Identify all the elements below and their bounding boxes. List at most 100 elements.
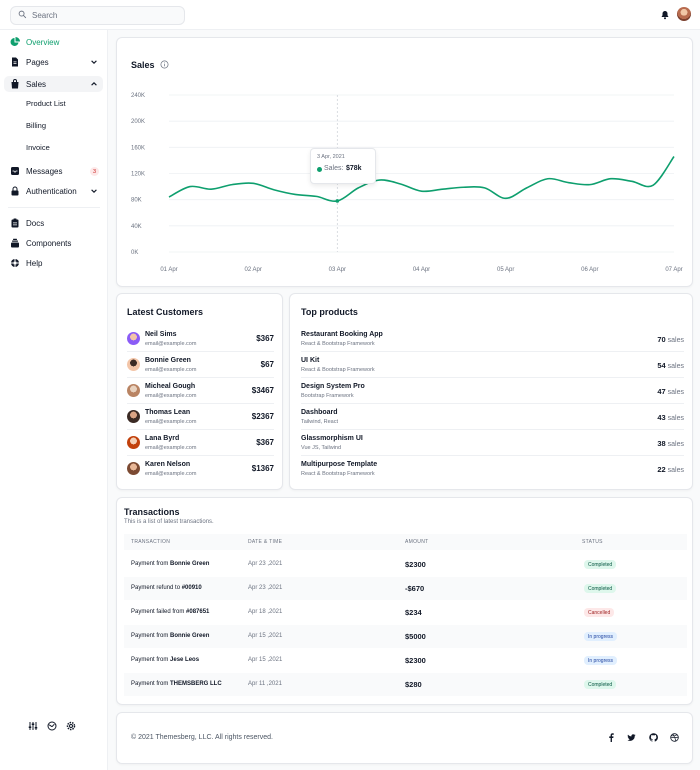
sidebar-item-label: Authentication <box>26 186 77 196</box>
search-box[interactable] <box>10 6 185 25</box>
y-tick-label: 200K <box>131 119 145 125</box>
twitter-icon[interactable] <box>627 733 636 742</box>
y-tick-label: 40K <box>131 224 142 230</box>
sidebar-item-docs[interactable]: Docs <box>4 215 103 231</box>
x-tick-label: 07 Apr <box>665 267 682 273</box>
customer-row[interactable]: Micheal Gough email@example.com $3467 <box>127 378 274 404</box>
dribbble-icon[interactable] <box>670 733 679 742</box>
sidebar-sub-billing[interactable]: Billing <box>26 121 47 130</box>
product-sales-unit: sales <box>667 467 684 474</box>
transaction-date: Apr 23 ,2021 <box>248 561 283 567</box>
sidebar-bottom-actions <box>28 721 76 731</box>
product-sales: 47 sales <box>657 387 684 396</box>
product-tech: Vue JS, Tailwind <box>301 445 342 451</box>
shopping-bag-icon <box>10 79 20 89</box>
sidebar-item-overview[interactable]: Overview <box>4 34 103 50</box>
globe-icon[interactable] <box>47 721 57 731</box>
sales-line-chart[interactable]: 0K 40K 80K 120K 160K 200K 240K 01 Apr 02 Apr 03 A… <box>117 38 694 288</box>
sidebar-divider <box>8 207 100 208</box>
adjustments-icon[interactable] <box>28 721 38 731</box>
product-name: UI Kit <box>301 357 320 364</box>
transaction-amount: $2300 <box>405 560 426 569</box>
facebook-icon[interactable] <box>607 733 616 742</box>
sidebar-item-help[interactable]: Help <box>4 255 103 271</box>
transaction-row[interactable]: Payment from Jese Leos Apr 15 ,2021 $2300 I… <box>124 649 687 672</box>
customer-avatar <box>127 410 140 423</box>
latest-customers-card: Latest Customers Neil Sims email@example.… <box>116 293 283 490</box>
transaction-row[interactable]: Payment from Bonnie Green Apr 23 ,2021 $23… <box>124 553 687 576</box>
transactions-card: Transactions This is a list of latest tr… <box>116 497 693 705</box>
sidebar-item-authentication[interactable]: Authentication <box>4 183 103 199</box>
y-tick-label: 80K <box>131 198 142 204</box>
customer-name: Thomas Lean <box>145 409 191 416</box>
customer-row[interactable]: Neil Sims email@example.com $367 <box>127 326 274 352</box>
user-avatar[interactable] <box>677 7 691 21</box>
transaction-party: Jese Leos <box>170 657 200 663</box>
sidebar-item-pages[interactable]: Pages <box>4 54 103 70</box>
product-row[interactable]: Design System Pro Bootstrap Framework 47 s… <box>301 378 684 404</box>
product-name: Dashboard <box>301 409 338 416</box>
transaction-amount: $5000 <box>405 632 426 641</box>
product-sales: 43 sales <box>657 413 684 422</box>
x-tick-label: 06 Apr <box>581 267 598 273</box>
transaction-row[interactable]: Payment from Bonnie Green Apr 15 ,2021 $50… <box>124 625 687 648</box>
sidebar-sub-product-list[interactable]: Product List <box>26 99 66 108</box>
clipboard-icon <box>10 218 20 228</box>
sidebar-item-label: Overview <box>26 37 60 47</box>
sales-series-line[interactable] <box>168 156 675 203</box>
product-tech: Bootstrap Framework <box>301 393 354 399</box>
product-sales: 54 sales <box>657 361 684 370</box>
sidebar-item-messages[interactable]: Messages 3 <box>4 163 103 179</box>
customer-name: Lana Byrd <box>145 435 180 442</box>
customer-amount: $2367 <box>251 412 274 421</box>
sidebar-item-components[interactable]: Components <box>4 235 103 251</box>
sidebar: Overview Pages Sales Product List Billin… <box>0 30 108 770</box>
sidebar-item-sales[interactable]: Sales <box>4 76 103 92</box>
github-icon[interactable] <box>649 733 658 742</box>
transaction-date: Apr 15 ,2021 <box>248 657 283 663</box>
transaction-row[interactable]: Payment failed from #087651 Apr 18 ,2021 $… <box>124 601 687 624</box>
tooltip-label: Sales: <box>324 165 344 172</box>
products-title: Top products <box>301 307 358 317</box>
product-sales-unit: sales <box>667 389 684 396</box>
product-row[interactable]: Restaurant Booking App React & Bootstrap … <box>301 326 684 352</box>
transactions-title: Transactions <box>124 507 180 517</box>
product-sales-count: 22 <box>657 465 666 474</box>
transaction-row[interactable]: Payment from THEMSBERG LLC Apr 11 ,2021 $2… <box>124 673 687 696</box>
status-badge: Completed <box>584 584 617 593</box>
chevron-down-icon <box>91 189 97 193</box>
transaction-prefix: Payment from <box>131 633 171 639</box>
customer-row[interactable]: Bonnie Green email@example.com $67 <box>127 352 274 378</box>
info-icon[interactable] <box>160 60 169 69</box>
sidebar-item-label: Pages <box>26 57 49 67</box>
product-row[interactable]: Multipurpose Template React & Bootstrap F… <box>301 456 684 482</box>
customer-avatar <box>127 358 140 371</box>
product-row[interactable]: UI Kit React & Bootstrap Framework 54 sale… <box>301 352 684 378</box>
product-tech: Tailwind, React <box>301 419 338 425</box>
top-products-card: Top products Restaurant Booking App React… <box>289 293 693 490</box>
customer-email: email@example.com <box>145 367 197 373</box>
product-row[interactable]: Glassmorphism UI Vue JS, Tailwind 38 sales <box>301 430 684 456</box>
customer-row[interactable]: Lana Byrd email@example.com $367 <box>127 430 274 456</box>
x-tick-label: 05 Apr <box>497 267 514 273</box>
product-sales-count: 54 <box>657 361 666 370</box>
customer-row[interactable]: Thomas Lean email@example.com $2367 <box>127 404 274 430</box>
search-icon <box>18 10 27 21</box>
bell-icon[interactable] <box>660 10 670 20</box>
product-sales-count: 70 <box>657 335 666 344</box>
hover-point[interactable] <box>335 199 340 203</box>
product-tech: React & Bootstrap Framework <box>301 471 375 477</box>
transaction-party: #00910 <box>181 585 202 591</box>
search-input[interactable] <box>32 11 172 20</box>
sidebar-sub-invoice[interactable]: Invoice <box>26 143 50 152</box>
transaction-row[interactable]: Payment refund to #00910 Apr 23 ,2021 -$67… <box>124 577 687 600</box>
product-row[interactable]: Dashboard Tailwind, React 43 sales <box>301 404 684 430</box>
cog-icon[interactable] <box>66 721 76 731</box>
product-sales-count: 43 <box>657 413 666 422</box>
customer-avatar <box>127 436 140 449</box>
customer-row[interactable]: Karen Nelson email@example.com $1367 <box>127 456 274 482</box>
product-sales-unit: sales <box>667 415 684 422</box>
transaction-amount: -$670 <box>405 584 425 593</box>
product-name: Glassmorphism UI <box>301 435 363 442</box>
product-sales-unit: sales <box>667 441 684 448</box>
